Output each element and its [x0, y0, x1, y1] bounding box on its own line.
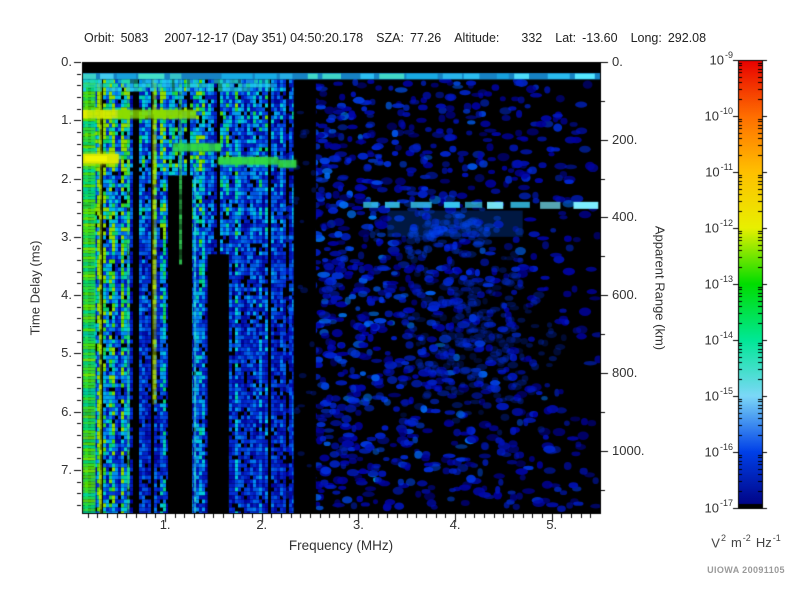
y-tick-label-left: 5.	[61, 345, 72, 361]
orbit-label: Orbit:	[84, 31, 115, 45]
y-tick-label-left: 6.	[61, 403, 72, 419]
colorbar-tick-label: 10-15	[704, 386, 733, 404]
unit-exp-v: 2	[720, 533, 726, 543]
colorbar-tick-label: 10-14	[704, 330, 733, 348]
long-value: 292.08	[667, 31, 707, 45]
x-tick-label: 5.	[546, 517, 558, 532]
unit-exp-hz: -1	[772, 533, 781, 543]
long-label: Long:	[630, 31, 662, 45]
colorbar-tick-label: 10-10	[704, 106, 733, 124]
x-axis-title: Frequency (MHz)	[288, 538, 394, 553]
altitude-label: Altitude:	[454, 31, 500, 45]
x-tick-label: 2.	[256, 517, 268, 532]
colorbar-tick-label: 10-11	[705, 162, 733, 180]
x-tick-label: 3.	[352, 517, 364, 532]
x-tick-label: 1.	[159, 517, 171, 532]
y-tick-label-right: 600.	[612, 287, 638, 303]
colorbar-tick-label: 10-16	[704, 442, 733, 460]
lat-label: Lat:	[555, 31, 577, 45]
colorbar-unit-label: V2 m-2 Hz-1	[666, 533, 800, 551]
unit-base-m: m	[730, 535, 742, 551]
colorbar-tick-label: 10-12	[704, 218, 733, 236]
lat-value: -13.60	[582, 31, 618, 45]
x-tick-label: 4.	[449, 517, 461, 532]
y-tick-label-right: 800.	[612, 364, 638, 380]
y-tick-label-left: 4.	[61, 287, 72, 303]
y-tick-label-left: 0.	[61, 54, 72, 69]
unit-exp-m: -2	[742, 533, 751, 543]
y-tick-label-left: 1.	[61, 112, 72, 128]
y-tick-label-right: 400.	[612, 209, 638, 225]
header-info: Orbit: 5083 2007-12-17 (Day 351) 04:50:2…	[84, 31, 706, 45]
y-tick-label-left: 7.	[61, 461, 72, 477]
unit-base-hz: Hz	[755, 535, 772, 551]
y-tick-label-right: 1000.	[612, 442, 645, 458]
y-axis-title-right: Apparent Range (km)	[652, 225, 668, 351]
datetime-value: 2007-12-17 (Day 351) 04:50:20.178	[164, 31, 364, 45]
y-tick-label-left: 2.	[61, 170, 72, 186]
sza-label: SZA:	[376, 31, 404, 45]
orbit-value: 5083	[120, 31, 149, 45]
altitude-value: 332	[521, 31, 543, 45]
credit-text: UIOWA 20091105	[707, 565, 785, 575]
y-tick-label-left: 3.	[61, 228, 72, 244]
colorbar-tick-label: 10-17	[704, 498, 733, 516]
unit-base-v: V	[711, 535, 720, 551]
sza-value: 77.26	[409, 31, 442, 45]
colorbar-tick-label: 10-9	[709, 50, 733, 68]
y-tick-label-right: 200.	[612, 131, 638, 147]
y-tick-label-right: 0.	[612, 54, 623, 69]
colorbar-tick-label: 10-13	[704, 274, 733, 292]
